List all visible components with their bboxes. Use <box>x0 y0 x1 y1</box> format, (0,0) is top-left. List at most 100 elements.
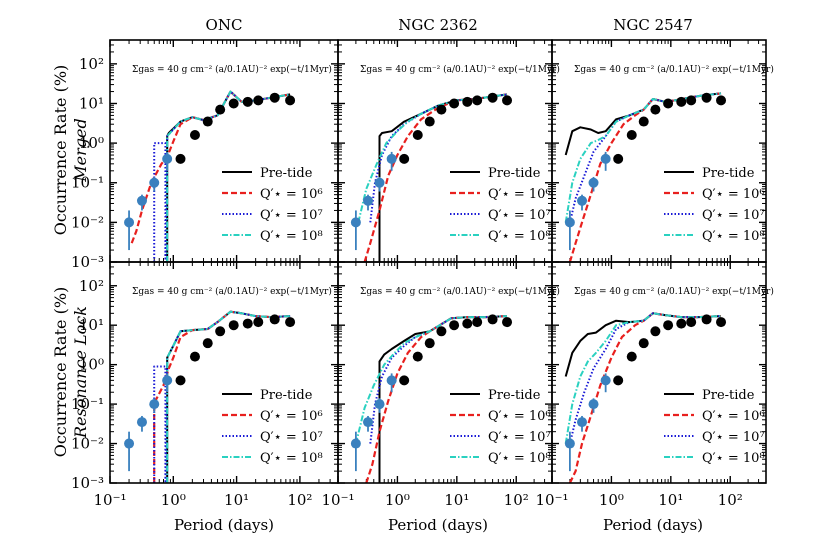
model-point <box>269 92 280 103</box>
x-tick-label: 10⁻¹ <box>321 491 354 509</box>
observed-point <box>363 417 374 428</box>
y-tick-label: 10² <box>79 55 104 73</box>
legend: Pre-tide Q′⋆ = 10⁶ Q′⋆ = 10⁷ Q′⋆ = 10⁸ <box>222 388 323 466</box>
legend: Pre-tide Q′⋆ = 10⁶ Q′⋆ = 10⁷ Q′⋆ = 10⁸ <box>222 166 323 244</box>
observed-point <box>600 375 611 386</box>
column-title-onc: ONC <box>206 16 243 34</box>
legend-label: Q′⋆ = 10⁷ <box>488 208 551 223</box>
panels: 10⁻³ 10⁻² 10⁻¹ 10⁰ 10¹ 10² Σgas = 40 g cm⁻² (a… <box>71 39 774 509</box>
model-point <box>487 314 498 325</box>
xlabel-col-2: Period (days) <box>388 516 488 534</box>
legend-label: Q′⋆ = 10⁸ <box>260 229 323 244</box>
legend-label: Q′⋆ = 10⁶ <box>488 187 551 202</box>
panel-5: 10⁻¹ 10⁰ 10¹ 10² Σgas = 40 g cm⁻² (a/0.1AU)⁻… <box>321 261 560 509</box>
legend-label: Q′⋆ = 10⁸ <box>488 451 551 466</box>
x-tick-label: 10¹ <box>444 491 469 509</box>
model-point <box>228 98 239 109</box>
y-tick-label: 10⁻² <box>71 435 104 453</box>
model-point <box>472 95 483 106</box>
legend: Pre-tide Q′⋆ = 10⁶ Q′⋆ = 10⁷ Q′⋆ = 10⁸ <box>450 166 551 244</box>
model-point <box>502 95 513 106</box>
observed-point <box>136 195 147 206</box>
observed-point <box>577 417 588 428</box>
observed-point <box>162 375 173 386</box>
y-tick-label: 10² <box>79 277 104 295</box>
legend: Pre-tide Q′⋆ = 10⁶ Q′⋆ = 10⁷ Q′⋆ = 10⁸ <box>664 166 765 244</box>
panel-6: 10⁻¹ 10⁰ 10¹ 10² Σgas = 40 g cm⁻² (a/0.1AU)⁻… <box>535 261 774 509</box>
model-point <box>175 375 186 386</box>
gas-formula: Σgas = 40 g cm⁻² (a/0.1AU)⁻² exp(−t/1Myr… <box>574 286 774 297</box>
x-tick-label: 10¹ <box>658 491 683 509</box>
model-point <box>253 95 264 106</box>
y-tick-label: 10⁻¹ <box>71 174 104 192</box>
model-point <box>701 92 712 103</box>
model-point <box>716 317 727 328</box>
model-point <box>399 153 410 164</box>
observed-point <box>363 195 374 206</box>
model-point <box>663 98 674 109</box>
model-point <box>686 317 697 328</box>
y-tick-label: 10⁻³ <box>71 474 104 492</box>
model-point <box>701 314 712 325</box>
model-point <box>613 375 624 386</box>
observed-point <box>588 177 599 188</box>
observed-point <box>124 438 135 449</box>
model-point <box>202 116 213 127</box>
legend-label: Q′⋆ = 10⁷ <box>488 430 551 445</box>
legend-label: Pre-tide <box>260 166 313 181</box>
legend-label: Q′⋆ = 10⁷ <box>702 208 765 223</box>
legend: Pre-tide Q′⋆ = 10⁶ Q′⋆ = 10⁷ Q′⋆ = 10⁸ <box>450 388 551 466</box>
x-tick-label: 10² <box>718 491 743 509</box>
panel-1: 10⁻³ 10⁻² 10⁻¹ 10⁰ 10¹ 10² Σgas = 40 g cm⁻² (a… <box>71 39 339 271</box>
model-point <box>189 351 200 362</box>
model-point <box>202 338 213 349</box>
y-tick-label: 10¹ <box>79 316 104 334</box>
model-point <box>650 104 661 115</box>
x-tick-label: 10⁰ <box>385 491 410 509</box>
observed-point <box>577 195 588 206</box>
model-point <box>626 351 637 362</box>
model-point <box>228 320 239 331</box>
model-point <box>189 130 200 141</box>
observed-point <box>374 177 385 188</box>
legend-label: Q′⋆ = 10⁸ <box>488 229 551 244</box>
legend-label: Q′⋆ = 10⁶ <box>702 187 765 202</box>
legend-label: Q′⋆ = 10⁷ <box>260 208 323 223</box>
legend-label: Pre-tide <box>260 388 313 403</box>
model-point <box>412 130 423 141</box>
model-point <box>462 96 473 107</box>
model-point <box>462 318 473 329</box>
model-point <box>626 130 637 141</box>
series-line-dashdot <box>564 92 722 223</box>
legend-label: Pre-tide <box>488 166 541 181</box>
model-point <box>253 317 264 328</box>
observed-point <box>149 399 160 410</box>
ylabel-row-1: Occurrence Rate (%) <box>51 65 70 236</box>
panel-frame <box>551 261 767 484</box>
panel-4: 10⁻¹ 10⁰ 10¹ 10² 10⁻³ 10⁻² 10⁻¹ 10⁰ 10¹ 10² Σgas =… <box>71 261 339 509</box>
observed-point <box>124 217 135 228</box>
y-tick-label: 10⁻¹ <box>71 395 104 413</box>
y-tick-label: 10⁻² <box>71 213 104 231</box>
model-point <box>676 318 687 329</box>
model-point <box>638 338 649 349</box>
gas-formula: Σgas = 40 g cm⁻² (a/0.1AU)⁻² exp(−t/1Myr… <box>574 64 774 75</box>
model-point <box>686 95 697 106</box>
row-label-resonance-lock: Occurrence Rate (%) Resonance Lock <box>51 287 90 458</box>
x-tick-label: 10² <box>504 491 529 509</box>
xlabel-col-1: Period (days) <box>174 516 274 534</box>
x-tick-label: 10⁻¹ <box>93 491 126 509</box>
legend-label: Q′⋆ = 10⁶ <box>488 409 551 424</box>
legend-label: Pre-tide <box>702 388 755 403</box>
model-point <box>242 318 253 329</box>
ylabel-row-1-sub: Merged <box>71 118 90 182</box>
observed-point <box>162 153 173 164</box>
series-line-dashdot <box>357 93 508 223</box>
observed-point <box>136 417 147 428</box>
legend-label: Q′⋆ = 10⁸ <box>260 451 323 466</box>
x-tick-label: 10⁰ <box>599 491 624 509</box>
model-point <box>436 104 447 115</box>
legend-label: Pre-tide <box>702 166 755 181</box>
legend-label: Pre-tide <box>488 388 541 403</box>
